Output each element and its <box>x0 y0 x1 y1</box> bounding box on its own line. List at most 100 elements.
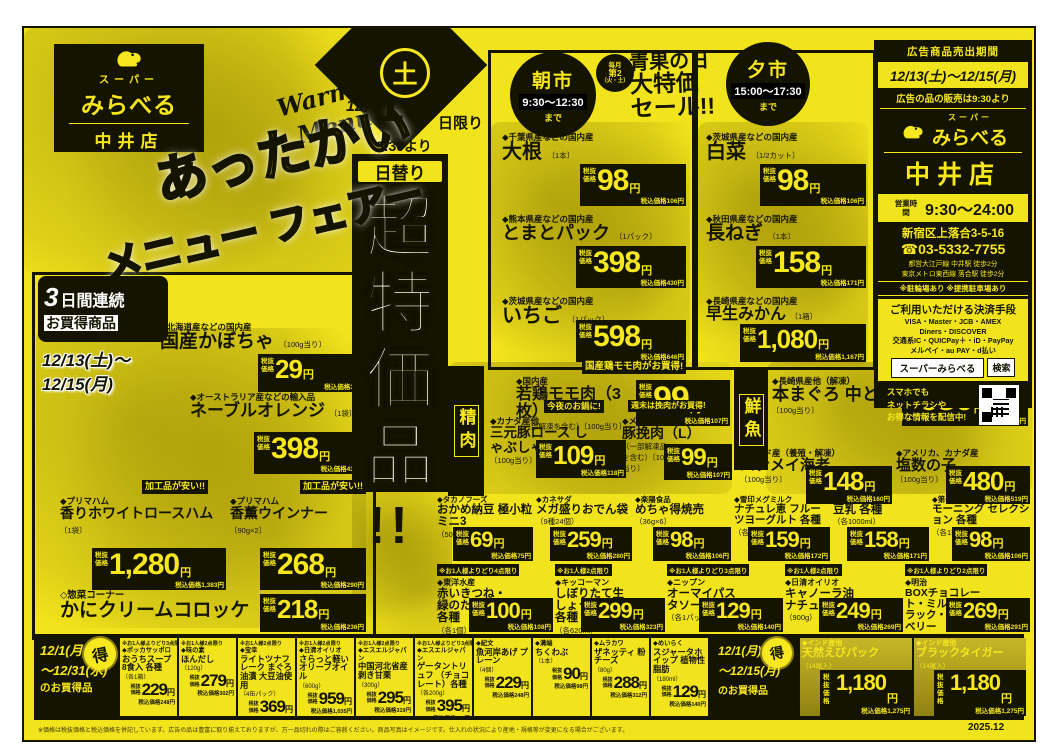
price-value: 1,280 <box>109 548 180 581</box>
product-name: ほんだし <box>181 653 215 664</box>
brand-small: スーパー <box>99 75 159 86</box>
yen-label: 円 <box>403 695 411 705</box>
tax-incl-price: 税込価格430円 <box>320 466 364 473</box>
tax-excl-label: 税抜価格 <box>955 531 968 547</box>
price-value: 29 <box>275 354 303 384</box>
product-maker: ◆エスエルジャパン <box>358 647 407 662</box>
product-card: ◆プリマハム 香薫ウインナー 〔90g×2〕 税抜価格 268 円税込価格290円 <box>230 496 366 590</box>
tax-excl-label: 税抜価格 <box>248 701 259 714</box>
payment-box: ご利用いただける決済手段 VISA・Master・JCB・AMEX Diners… <box>878 299 1028 381</box>
product-maker: ◆タカノフーズ <box>437 495 488 504</box>
price-value: 369 <box>259 697 286 716</box>
hours-label: 営業時間 <box>894 199 918 217</box>
monthly-l2: 第2 <box>608 67 622 78</box>
band-right-date-label: のお買得品 <box>718 686 768 697</box>
payment-line-3: 交通系IC・QUICPay＋・iD・PayPay <box>892 336 1014 346</box>
tax-incl-price: 税込価格248円 <box>138 699 175 706</box>
product-spec: 〔1パック〕 <box>615 232 657 242</box>
product-name: ナチュレ恵 フルーツヨーグルト 各種 <box>734 503 821 527</box>
price-value: 1,180 <box>949 669 1001 695</box>
product-maker: ◆溝端 <box>535 640 553 647</box>
product-spec: （各1000ml） <box>833 517 881 527</box>
price-value: 229 <box>495 672 522 692</box>
tax-incl-price: 税込価格427円 <box>417 714 470 716</box>
product-card: ※お1人様よりどり4点限り ◆東洋水産 赤いきつね・緑のたぬき 他 各種 （各1… <box>437 560 553 635</box>
product-card: ※お1人様2点限り ◆エスエルジャパン 中国河北省産 剥き甘栗 （300g） 税抜価格 2… <box>356 638 413 716</box>
three-day-text: 日間連続 <box>60 293 125 310</box>
product-spec: （120g） <box>181 666 207 673</box>
price-tag: 税抜価格 398 円税込価格430円 <box>254 432 366 474</box>
product-title: 白菜 〔1/2カット〕 <box>706 141 866 164</box>
evening-market-until: まで <box>758 102 777 112</box>
tax-excl-label: 税抜価格 <box>472 602 485 618</box>
product-name: 塩数の子 <box>896 457 957 475</box>
morning-market-time: 9:30〜12:30 <box>519 94 587 110</box>
yen-label: 円 <box>997 609 1009 621</box>
tax-excl-label: 税抜価格 <box>823 673 830 705</box>
tax-incl-price: 税込価格1,275円 <box>975 708 1024 715</box>
product-title: 早生みかん 〔1箱〕 <box>706 306 866 323</box>
tax-excl-label: 税抜価格 <box>95 552 108 568</box>
price-value: 148 <box>823 466 864 496</box>
product-name: ネーブルオレンジ <box>190 401 325 421</box>
three-day-num: 3 <box>44 282 59 312</box>
product-maker: ◆雪印メグミルク <box>734 495 793 504</box>
product-spec: 〔1パック〕 <box>568 315 610 324</box>
yen-label: 円 <box>818 339 830 351</box>
product-name: ブラックタイガー <box>916 647 1004 660</box>
tax-incl-price: 税込価格646円 <box>640 354 684 361</box>
price-tag: 税抜価格 959 円 <box>299 690 352 707</box>
tax-incl-price: 税込価格106円 <box>685 553 729 560</box>
product-card: ◆プリマハム 香りホワイトロースハム 〔1袋〕 税抜価格 1,280 円税込価格1,… <box>60 496 226 590</box>
tax-incl-price: 税込価格1,383円 <box>175 582 224 589</box>
divider <box>884 152 1022 153</box>
sale-date-2: 12/15(月) <box>42 375 113 394</box>
special-char: 特 <box>365 265 435 343</box>
tax-excl-label: 税抜価格 <box>949 470 962 486</box>
product-card: ◆茨城県産などの国内産 白菜 〔1/2カット〕 税抜価格 98 円税込価格106円 <box>706 132 866 206</box>
tax-excl-label: 税抜価格 <box>667 448 680 464</box>
price-value: 288 <box>613 672 640 692</box>
tax-excl-label: 税抜価格 <box>366 691 377 705</box>
issue-date: 2025.12 <box>968 722 1005 733</box>
product-name: 香りホワイトロースハム <box>60 505 214 522</box>
store-address: 新宿区上落合3-5-16 <box>901 228 1005 240</box>
price-tag: 税抜価格 1,180 円税込価格1,275円 <box>934 669 1026 716</box>
purchase-limit: ※お1人様よりどり3点限り <box>122 641 177 647</box>
product-title: とまとパック 〔1パック〕 <box>502 223 686 243</box>
product-spec: 〔1/2カット〕 <box>751 151 800 161</box>
app-promo: スマホでも ネットチラシや お得な情報を配信中! <box>874 384 1032 425</box>
payment-line-2: Diners・DISCOVER <box>919 326 987 336</box>
product-spec: （14尾入） <box>916 662 950 670</box>
tax-excl-label: 税抜価格 <box>583 168 596 184</box>
price-value: 90 <box>563 664 581 684</box>
product-spec: （36g×6） <box>635 517 672 527</box>
product-name: 香薫ウインナー <box>230 505 328 522</box>
price-tag: 税抜価格 129 円 <box>653 683 706 700</box>
product-name: 早生みかん <box>706 306 787 324</box>
special-time: 9:30より <box>376 138 432 154</box>
meat-section-label: 精肉 <box>448 366 484 496</box>
tax-excl-label: 税抜価格 <box>759 250 772 266</box>
product-spec: 〔100g当り〕 <box>279 340 326 350</box>
product-spec: （4個） <box>476 667 498 674</box>
yen-label: 円 <box>325 567 337 579</box>
product-spec: 〔100g当り〕 <box>740 475 787 485</box>
divider <box>69 123 189 124</box>
yen-label: 円 <box>319 451 331 463</box>
price-tag: 税抜価格 98 円税込価格106円 <box>760 164 866 206</box>
sale-banner: 加工品が安い!! <box>142 480 208 494</box>
purchase-limit: ※お1人様よりどり2点限り <box>905 564 988 576</box>
tax-incl-price: 税込価格312円 <box>610 692 647 699</box>
special-day-label: 日限り <box>438 115 484 132</box>
product-maker: ◆明治 <box>905 578 928 587</box>
price-tag: 税抜価格 395 円 <box>417 697 470 714</box>
tax-excl-label: 税抜価格 <box>263 552 276 568</box>
product-name: 若鶏モモ肉（3枚） <box>516 386 621 421</box>
tax-incl-price: 税込価格302円 <box>197 691 234 698</box>
evening-market-circle: 夕市 15:00〜17:30 まで <box>726 42 810 126</box>
product-origin: ◆オーストラリア産などの輸入品 <box>190 392 316 402</box>
